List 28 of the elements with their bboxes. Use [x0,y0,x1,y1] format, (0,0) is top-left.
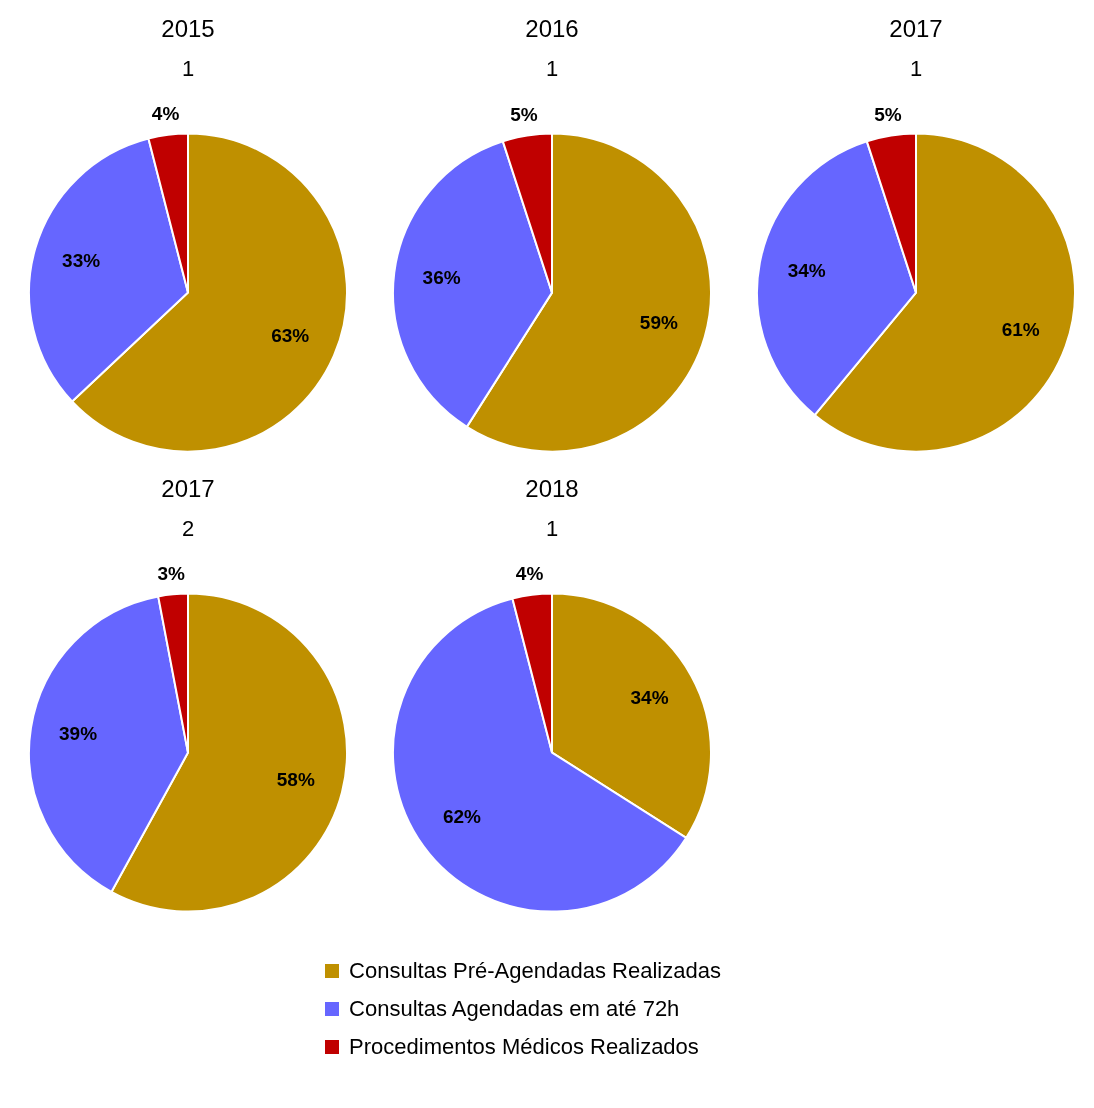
legend-label: Consultas Pré-Agendadas Realizadas [349,958,721,984]
data-label: 5% [510,104,538,126]
chart-subtitle: 1 [545,516,559,542]
data-label: 34% [787,259,826,281]
chart-subtitle: 2 [181,516,195,542]
data-label: 39% [59,723,98,745]
legend-label: Procedimentos Médicos Realizados [349,1034,699,1060]
data-label: 36% [422,266,461,288]
data-label: 58% [276,768,315,790]
data-label: 63% [271,325,310,347]
chart-subtitle: 1 [181,56,195,82]
data-label: 34% [630,687,669,709]
data-label: 61% [1001,318,1040,340]
data-label: 59% [639,311,678,333]
data-label: 3% [157,562,185,584]
chart-subtitle: 1 [545,56,559,82]
data-label: 62% [442,806,482,828]
chart-subtitle: 1 [909,56,923,82]
chart-title: 2018 [525,475,579,503]
legend-label: Consultas Agendadas em até 72h [349,996,680,1022]
data-label: 5% [874,104,902,126]
chart-title: 2016 [525,15,579,43]
chart-title: 2017 [889,15,943,43]
data-label: 4% [515,563,544,585]
data-label: 4% [151,103,180,125]
data-label: 33% [62,249,101,271]
chart-title: 2017 [161,475,215,503]
chart-title: 2015 [161,15,215,43]
